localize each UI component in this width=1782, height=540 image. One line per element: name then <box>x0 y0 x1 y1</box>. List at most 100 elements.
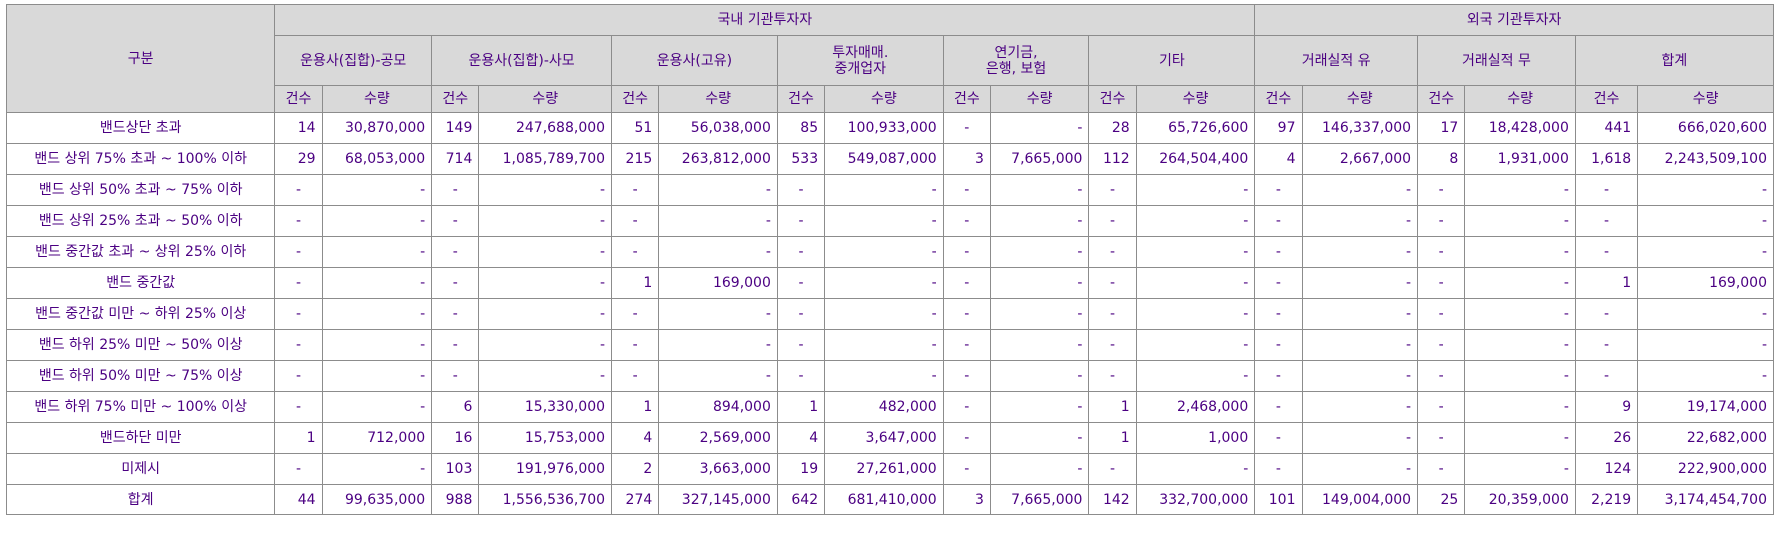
amount-cell: 222,900,000 <box>1637 453 1774 485</box>
amount-cell: - <box>1464 205 1576 237</box>
count-cell: - <box>942 298 991 330</box>
amount-cell: - <box>1464 391 1576 423</box>
amount-cell: - <box>1301 267 1419 299</box>
count-cell: 14 <box>274 112 323 144</box>
count-cell: 25 <box>1417 484 1466 515</box>
amount-cell: - <box>321 205 433 237</box>
amount-cell: - <box>1464 174 1576 206</box>
count-cell: - <box>1088 174 1137 206</box>
table-row: 밴드 중간값 미만 ~ 하위 25% 이상 - - - - - - - - - - - - - - - - - - <box>5 298 1774 330</box>
amount-cell: - <box>1637 360 1774 392</box>
count-cell: - <box>1417 174 1466 206</box>
amount-column-header: 수량 <box>658 85 778 113</box>
amount-cell: - <box>824 267 944 299</box>
count-cell: 3 <box>942 143 991 175</box>
count-cell: - <box>776 329 826 361</box>
row-label: 밴드 중간값 <box>5 267 276 299</box>
amount-cell: - <box>824 236 944 268</box>
count-cell: - <box>274 236 323 268</box>
count-cell: - <box>1254 360 1303 392</box>
amount-column-header: 수량 <box>321 85 433 113</box>
count-cell: 9 <box>1574 391 1639 423</box>
amount-cell: 100,933,000 <box>824 112 944 144</box>
count-cell: - <box>274 174 323 206</box>
count-cell: - <box>431 174 480 206</box>
count-cell: - <box>274 453 323 485</box>
amount-cell: 7,665,000 <box>989 143 1090 175</box>
count-column-header: 건수 <box>942 85 991 113</box>
count-cell: 97 <box>1254 112 1303 144</box>
count-cell: 1,618 <box>1574 143 1639 175</box>
amount-cell: 1,556,536,700 <box>478 484 613 515</box>
total-row: 합계 44 99,635,000 988 1,556,536,700 274 327,145… <box>5 484 1774 515</box>
amount-cell: - <box>1301 422 1419 454</box>
count-cell: - <box>1417 453 1466 485</box>
count-column-header: 건수 <box>274 85 323 113</box>
count-cell: 26 <box>1574 422 1639 454</box>
amount-cell: 99,635,000 <box>321 484 433 515</box>
count-cell: - <box>1254 453 1303 485</box>
amount-cell: - <box>989 422 1090 454</box>
amount-cell: - <box>1135 267 1256 299</box>
amount-cell: - <box>824 360 944 392</box>
count-cell: - <box>776 267 826 299</box>
count-cell: 28 <box>1088 112 1137 144</box>
investor-type-label: 기타 <box>1158 52 1185 69</box>
table-header: 구분 국내 기관투자자 외국 기관투자자 운용사(집합)-공모 운용사(집합)-사… <box>5 4 1775 113</box>
count-cell: - <box>776 236 826 268</box>
investor-type-label: 운용사(집합)-사모 <box>468 52 575 69</box>
amount-cell: 15,753,000 <box>478 422 613 454</box>
count-cell: - <box>1574 174 1639 206</box>
count-cell: 1 <box>611 267 660 299</box>
count-cell: - <box>1417 422 1466 454</box>
amount-cell: - <box>478 236 613 268</box>
count-cell: 1 <box>611 391 660 423</box>
count-cell: 124 <box>1574 453 1639 485</box>
investor-type-header: 운용사(집합)-공모 <box>274 35 433 86</box>
amount-cell: - <box>1135 205 1256 237</box>
amount-cell: - <box>321 329 433 361</box>
table-row: 밴드 중간값 초과 ~ 상위 25% 이하 - - - - - - - - - - - - - - - - - - <box>5 236 1774 268</box>
count-cell: - <box>274 298 323 330</box>
amount-cell: - <box>321 453 433 485</box>
investor-type-label: 합계 <box>1661 52 1688 69</box>
investor-type-label: 거래실적 무 <box>1462 52 1531 69</box>
count-cell: 2 <box>611 453 660 485</box>
amount-cell: - <box>1464 453 1576 485</box>
table-row: 밴드상단 초과 14 30,870,000 149 247,688,000 51 56,03… <box>5 112 1774 144</box>
row-label: 합계 <box>5 484 276 515</box>
amount-cell: - <box>989 453 1090 485</box>
amount-cell: - <box>658 174 778 206</box>
count-cell: - <box>1088 267 1137 299</box>
amount-cell: - <box>478 267 613 299</box>
amount-cell: 56,038,000 <box>658 112 778 144</box>
count-cell: - <box>1417 205 1466 237</box>
count-cell: - <box>1088 298 1137 330</box>
investor-type-header: 거래실적 유 <box>1254 35 1419 86</box>
count-cell: 1 <box>776 391 826 423</box>
investor-type-label: 은행, 보험 <box>985 60 1047 77</box>
row-label: 미제시 <box>5 453 276 485</box>
count-cell: - <box>274 360 323 392</box>
amount-cell: - <box>478 329 613 361</box>
amount-cell: - <box>1301 391 1419 423</box>
amount-cell: 2,667,000 <box>1301 143 1419 175</box>
amount-column-header: 수량 <box>989 85 1090 113</box>
amount-cell: - <box>321 391 433 423</box>
amount-cell: 3,647,000 <box>824 422 944 454</box>
amount-cell: - <box>1637 174 1774 206</box>
count-cell: - <box>431 329 480 361</box>
count-column-header: 건수 <box>1088 85 1137 113</box>
row-label: 밴드 상위 75% 초과 ~ 100% 이하 <box>5 143 276 175</box>
amount-cell: - <box>321 236 433 268</box>
amount-cell: 3,663,000 <box>658 453 778 485</box>
count-cell: - <box>1088 236 1137 268</box>
investor-type-header: 운용사(고유) <box>611 35 778 86</box>
count-cell: - <box>942 112 991 144</box>
count-column-header: 건수 <box>611 85 660 113</box>
amount-cell: - <box>478 174 613 206</box>
amount-cell: 332,700,000 <box>1135 484 1256 515</box>
count-cell: - <box>611 360 660 392</box>
amount-cell: 68,053,000 <box>321 143 433 175</box>
amount-cell: - <box>1464 267 1576 299</box>
